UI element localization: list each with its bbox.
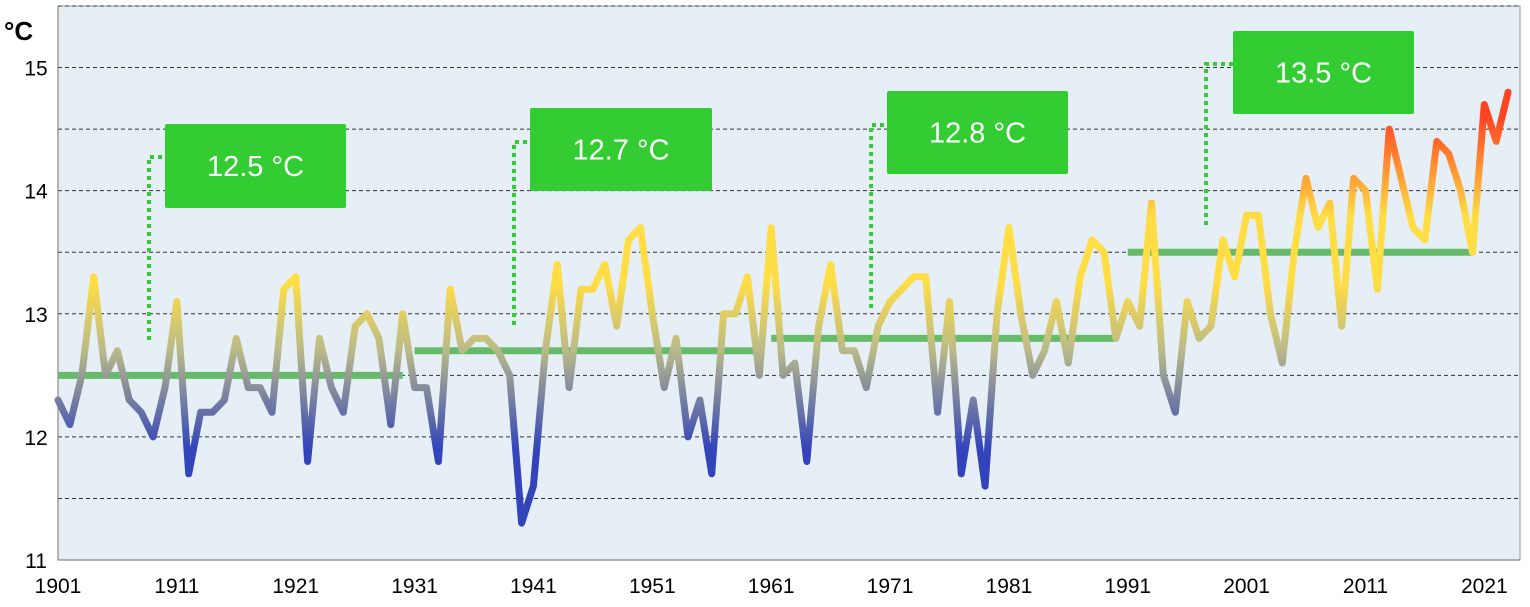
label-connector <box>147 155 165 340</box>
y-tick-label: 14 <box>24 181 48 204</box>
average-label-box <box>530 108 712 191</box>
x-tick-label: 1921 <box>272 575 319 598</box>
axes <box>57 6 1520 561</box>
y-tick-label: 11 <box>25 550 47 573</box>
average-label-text: 12.8 °C <box>929 118 1026 150</box>
x-tick-label: 1901 <box>35 575 82 598</box>
x-tick-label: 1971 <box>867 575 914 598</box>
average-label-text: 12.7 °C <box>572 135 669 167</box>
x-tick-labels: 1901 1911 1921 1931 1941 1951 1961 1971 1981 1991… <box>35 575 1508 598</box>
x-tick-label: 1981 <box>986 575 1033 598</box>
x-tick-label: 1911 <box>154 575 199 598</box>
y-tick-label: 12 <box>24 427 47 450</box>
temperature-series <box>54 88 1512 527</box>
x-tick-label: 2021 <box>1461 575 1508 598</box>
x-tick-label: 1941 <box>510 575 557 598</box>
label-connector <box>869 123 887 308</box>
average-label-box <box>165 124 346 208</box>
average-label-box <box>887 91 1068 174</box>
average-label-box <box>1233 31 1414 114</box>
temperature-line <box>54 88 1512 527</box>
x-tick-label: 2001 <box>1223 575 1270 598</box>
y-tick-labels: 11 12 13 14 15 <box>24 58 48 573</box>
x-tick-label: 2011 <box>1343 575 1388 598</box>
average-label-text: 13.5 °C <box>1275 58 1372 90</box>
y-tick-label: 15 <box>24 58 47 81</box>
x-tick-label: 1991 <box>1104 575 1151 598</box>
y-unit-label: °C <box>4 16 33 46</box>
period-average-labels: 12.5 °C 12.7 °C 12.8 °C 13.5 °C <box>147 31 1414 340</box>
label-connector <box>1204 62 1233 225</box>
x-tick-label: 1931 <box>391 575 438 598</box>
label-connector <box>512 140 530 325</box>
average-label-text: 12.5 °C <box>207 151 304 183</box>
x-tick-label: 1961 <box>748 575 795 598</box>
grid-lines <box>58 5 1520 499</box>
y-tick-label: 13 <box>24 304 47 327</box>
x-tick-label: 1951 <box>629 575 676 598</box>
